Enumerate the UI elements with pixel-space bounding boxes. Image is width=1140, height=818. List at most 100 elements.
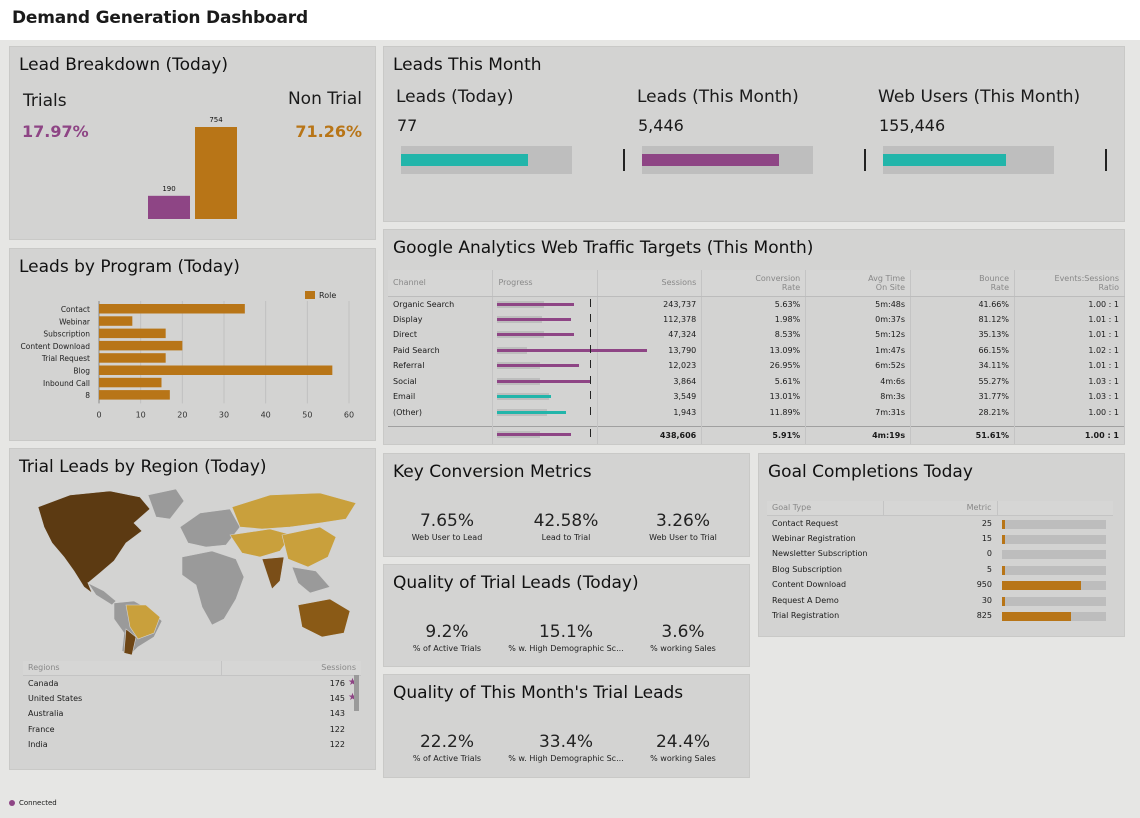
ga-col-header-line: Avg Time (868, 273, 906, 283)
metric-header[interactable]: Metric (883, 501, 998, 516)
program-bar[interactable] (99, 365, 333, 376)
program-bar[interactable] (99, 316, 133, 326)
map-greenland[interactable] (147, 488, 185, 520)
map-india[interactable] (261, 556, 285, 590)
lead-bar-label: 754 (209, 116, 223, 124)
map-brazil[interactable] (125, 604, 161, 640)
sessions-col-header[interactable]: Sessions (221, 661, 361, 676)
goal-bar-track (1002, 565, 1106, 575)
kpi-item: 7.65% Web User to Lead (382, 511, 512, 542)
region-name: India (28, 740, 48, 750)
region-scrollbar[interactable] (354, 675, 359, 711)
lead-bar-trials[interactable] (148, 195, 190, 219)
ga-progress-target (590, 391, 592, 399)
ga-row[interactable]: Direct 47,324 8.53% 5m:12s 35.13% 1.01 : 1 (388, 327, 1126, 343)
ga-channel: Display (388, 311, 494, 327)
trials-percent: 17.97% (22, 122, 89, 141)
ga-row[interactable]: (Other) 1,943 11.89% 7m:31s 28.21% 1.00 : 1 (388, 404, 1126, 420)
ga-total-conv: 5.91% (701, 425, 807, 444)
region-sessions: 145 (329, 693, 345, 703)
goal-row[interactable]: Newsletter Subscription 0 (767, 546, 1113, 562)
ga-panel: Google Analytics Web Traffic Targets (Th… (383, 229, 1126, 445)
ga-col-header[interactable]: Progress (492, 270, 599, 297)
ga-bounce: 35.13% (910, 327, 1015, 343)
kpi-item: 24.4% % working Sales (618, 732, 748, 763)
region-col-header[interactable]: Regions (23, 661, 222, 676)
connection-status: Connected (9, 799, 57, 807)
program-bar[interactable] (99, 377, 162, 388)
kpi-value: 3.26% (655, 511, 710, 531)
ga-row[interactable]: Email 3,549 13.01% 8m:3s 31.77% 1.03 : 1 (388, 389, 1126, 405)
region-name: United States (28, 693, 83, 703)
ga-row[interactable]: Referral 12,023 26.95% 6m:52s 34.11% 1.01 : 1 (388, 358, 1126, 374)
leads-month-label: Web Users (This Month) (878, 87, 1081, 107)
ga-row[interactable]: Display 112,378 1.98% 0m:37s 81.12% 1.01 : 1 (388, 311, 1126, 327)
ga-total-time: 4m:19s (805, 425, 912, 444)
program-bar[interactable] (99, 340, 183, 351)
map-argentina[interactable] (123, 628, 137, 656)
region-row[interactable]: Canada 176 ★ (23, 675, 361, 691)
region-row[interactable]: United States 145 ★ (23, 691, 361, 707)
goal-row[interactable]: Blog Subscription 5 (767, 562, 1113, 578)
program-tick-label: 30 (219, 410, 229, 419)
goal-row[interactable]: Webinar Registration 15 (767, 531, 1113, 547)
lead-breakdown-panel: Lead Breakdown (Today) Trials 17.97% Non… (9, 46, 376, 240)
program-bar[interactable] (99, 390, 170, 400)
ga-conv: 5.61% (701, 373, 807, 389)
ga-ratio: 1.01 : 1 (1014, 358, 1126, 374)
map-china[interactable] (281, 526, 337, 568)
ga-row[interactable]: Organic Search 243,737 5.63% 5m:48s 41.66% 1.… (388, 296, 1126, 312)
status-text: Connected (19, 799, 57, 807)
goal-row[interactable]: Request A Demo 30 (767, 593, 1113, 609)
kpi-label: Web User to Trial (649, 533, 717, 542)
region-row[interactable]: India 122 (23, 737, 361, 753)
lead-bar-non-trial[interactable] (195, 127, 237, 219)
ga-col-header[interactable]: Avg Time On Site (805, 270, 912, 297)
region-sessions-cell: 176 ★ (221, 675, 361, 691)
goal-bar-cell (997, 593, 1113, 609)
ga-spacer-cell (388, 420, 494, 426)
ga-col-header-line: Conversion (755, 273, 801, 283)
ga-row[interactable]: Paid Search 13,790 13.09% 1m:47s 66.15% 1.02 … (388, 342, 1126, 358)
map-europe[interactable] (179, 508, 241, 548)
program-category-label: 8 (85, 391, 90, 400)
region-row[interactable]: France 122 (23, 722, 361, 738)
map-australia[interactable] (297, 598, 351, 638)
goal-value: 825 (976, 611, 992, 621)
ga-progress-cell (492, 327, 599, 343)
goal-bar-track (1002, 612, 1106, 621)
map-russia[interactable] (231, 492, 357, 530)
goal-type-header[interactable]: Goal Type (767, 501, 884, 516)
map-central-asia[interactable] (229, 528, 293, 558)
program-tick-label: 60 (344, 410, 354, 419)
region-row[interactable]: Australia 143 (23, 706, 361, 722)
leads-month-target-tick (623, 149, 625, 171)
goal-row[interactable]: Contact Request 25 (767, 515, 1113, 531)
goal-row[interactable]: Content Download 950 (767, 577, 1113, 593)
ga-progress-fill (497, 395, 552, 398)
goal-bar-cell (997, 546, 1113, 562)
ga-progress-track (497, 346, 648, 354)
ga-col-header[interactable]: Channel (388, 270, 494, 297)
goal-bar-fill (1002, 596, 1005, 606)
program-bar[interactable] (99, 353, 166, 363)
map-se-asia[interactable] (291, 566, 331, 594)
program-tick-label: 10 (136, 410, 146, 419)
program-bar[interactable] (99, 304, 245, 314)
map-central-america[interactable] (87, 582, 117, 606)
ga-col-header[interactable]: Conversion Rate (701, 270, 807, 297)
ga-col-header[interactable]: Events:Sessions Ratio (1014, 270, 1126, 297)
ga-channel: Paid Search (388, 342, 494, 358)
ga-col-header[interactable]: Bounce Rate (910, 270, 1015, 297)
ga-channel: Email (388, 389, 494, 405)
ga-row[interactable]: Social 3,864 5.61% 4m:6s 55.27% 1.03 : 1 (388, 373, 1126, 389)
ga-progress-target (590, 360, 592, 368)
ga-col-header-line: Channel (393, 278, 426, 288)
map-north-america[interactable] (37, 490, 151, 594)
ga-progress-fill (497, 364, 580, 367)
map-africa[interactable] (181, 550, 245, 626)
program-bar[interactable] (99, 328, 166, 339)
leads-month-value: 155,446 (879, 116, 946, 135)
ga-col-header[interactable]: Sessions (597, 270, 703, 297)
goal-row[interactable]: Trial Registration 825 (767, 608, 1113, 624)
